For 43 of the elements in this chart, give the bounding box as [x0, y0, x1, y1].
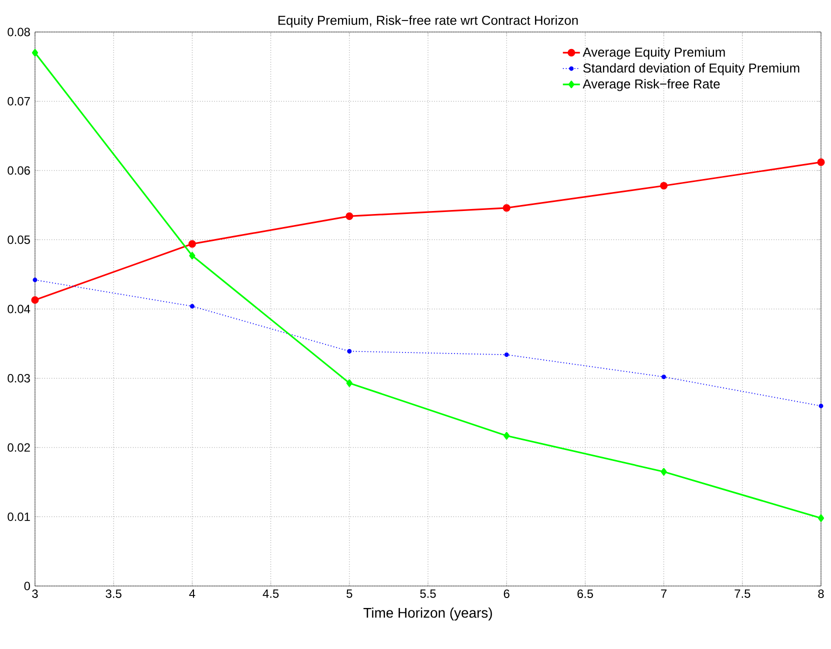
point [818, 514, 824, 522]
point [660, 468, 667, 476]
x-tick-label: 4.5 [262, 590, 279, 598]
legend-label: Average Equity Premium [582, 47, 725, 60]
x-tick-label: 7.5 [734, 590, 750, 598]
point [346, 212, 354, 220]
y-tick-label: 0.02 [8, 443, 30, 452]
legend-label: Standard deviation of Equity Premium [583, 63, 800, 76]
x-tick-label: 5 [346, 590, 352, 598]
y-tick-label: 0.07 [8, 97, 30, 106]
x-tick-label: 3 [32, 590, 38, 598]
point [188, 240, 196, 248]
point [190, 304, 194, 308]
x-tick-label: 5.5 [420, 590, 436, 598]
y-tick-label: 0 [24, 582, 30, 590]
legend-label: Average Risk−free Rate [582, 78, 720, 92]
point [189, 252, 196, 260]
x-tick-label: 7 [661, 590, 667, 598]
y-tick-label: 0.08 [8, 28, 30, 36]
x-axis-title: Time Horizon (years) [363, 608, 492, 621]
point [502, 204, 510, 212]
y-tick-label: 0.03 [8, 374, 30, 382]
point [817, 158, 825, 166]
point [504, 432, 510, 440]
point [504, 352, 509, 357]
x-tick-label: 6.5 [578, 590, 594, 598]
y-tick-label: 0.05 [8, 236, 30, 244]
point [32, 48, 38, 57]
y-tick-label: 0.06 [8, 166, 30, 175]
point [660, 182, 668, 190]
x-tick-label: 4 [189, 590, 196, 598]
y-tick-label: 0.01 [8, 512, 30, 521]
point [32, 278, 38, 282]
point [347, 348, 352, 354]
x-tick-label: 8 [818, 590, 824, 598]
point [662, 374, 666, 380]
point [31, 296, 39, 304]
chart-title: Equity Premium, Risk−free rate wrt Contract Horizon [278, 15, 578, 28]
x-tick-label: 3.5 [106, 590, 122, 598]
y-tick-label: 0.04 [8, 304, 30, 314]
x-tick-label: 6 [504, 590, 510, 598]
point [818, 404, 824, 408]
point [346, 379, 352, 387]
